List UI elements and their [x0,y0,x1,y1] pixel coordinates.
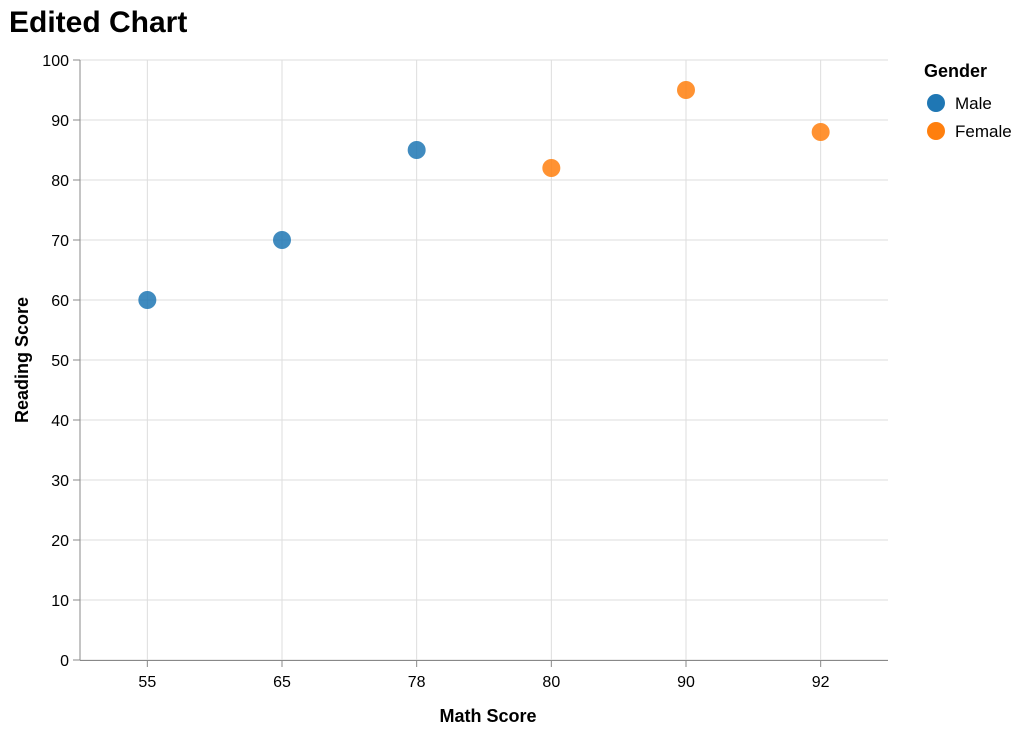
y-tick-label: 30 [51,473,69,490]
legend-swatch-male [927,94,945,112]
x-tick-label: 78 [408,674,426,691]
legend-title: Gender [924,61,987,81]
axis-layer: 0 10 20 30 40 50 60 70 80 90 100 55 65 78 80 90 92 [42,53,888,691]
data-point-female[interactable] [811,123,830,141]
legend-label-female: Female [955,122,1012,141]
y-tick-label: 20 [51,533,69,550]
x-tick-label: 80 [542,674,560,691]
legend-items: Male Female [927,94,1012,141]
data-point-male[interactable] [273,231,291,249]
grid-layer [80,59,888,661]
y-axis-title: Reading Score [12,297,32,423]
data-point-female[interactable] [542,159,561,177]
y-tick-label: 0 [60,653,69,670]
y-tick-label: 90 [51,113,69,130]
y-tick-label: 10 [51,593,69,610]
legend-label-male: Male [955,94,992,113]
legend-swatch-female [927,122,945,140]
chart-title: Edited Chart [9,6,188,39]
legend: Gender Male Female [924,61,1012,141]
y-tick-label: 70 [51,233,69,250]
y-tick-label: 100 [42,53,69,70]
y-tick-label: 60 [51,293,69,310]
y-tick-label: 40 [51,413,69,430]
data-point-female[interactable] [677,81,695,99]
x-tick-label: 65 [273,674,291,691]
points-layer [138,81,830,309]
data-point-male[interactable] [138,291,157,309]
y-tick-label: 80 [51,173,69,190]
x-tick-label: 90 [677,674,695,691]
x-tick-label: 55 [138,674,156,691]
data-point-male[interactable] [407,141,426,159]
y-tick-label: 50 [51,353,69,370]
x-axis-title: Math Score [439,706,536,726]
x-tick-label: 92 [812,674,830,691]
